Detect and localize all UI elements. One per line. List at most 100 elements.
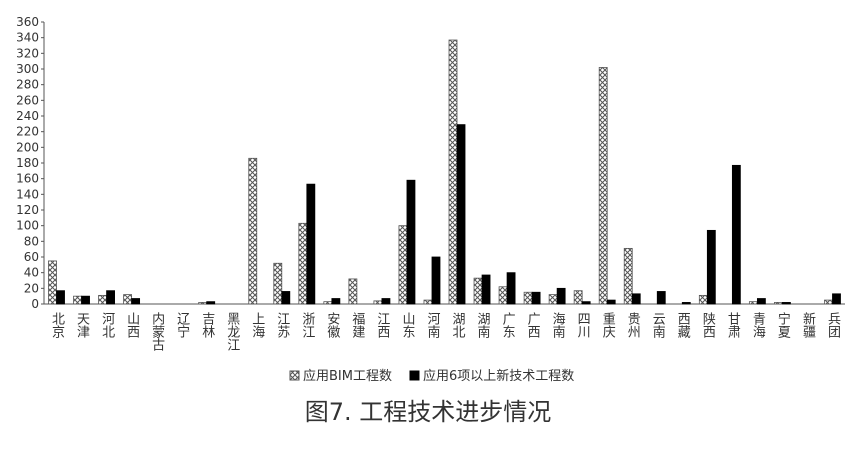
bar xyxy=(573,290,583,305)
bar xyxy=(348,278,358,305)
x-tick-label: 广西 xyxy=(525,312,541,338)
bar xyxy=(81,295,90,305)
bar xyxy=(756,298,766,305)
bar xyxy=(706,229,716,305)
bar xyxy=(598,67,608,305)
x-tick-label: 安徽 xyxy=(324,312,340,338)
bar xyxy=(306,183,316,305)
bar xyxy=(556,287,566,305)
x-tick-label: 江西 xyxy=(374,312,390,338)
legend-label: 应用BIM工程数 xyxy=(303,368,392,384)
bar xyxy=(782,302,791,305)
x-tick-label: 湖南 xyxy=(475,312,491,338)
x-tick-label: 福建 xyxy=(349,312,365,339)
x-tick-label: 湖北 xyxy=(450,312,466,339)
y-tick-label: 220 xyxy=(16,125,39,139)
bar xyxy=(281,291,291,305)
bar xyxy=(698,294,708,305)
bar xyxy=(198,302,208,305)
x-tick-label: 重庆 xyxy=(600,311,616,338)
y-tick-label: 280 xyxy=(16,78,39,92)
chart-title: 图7. 工程技术进步情况 xyxy=(305,398,552,426)
bar xyxy=(381,298,391,305)
x-tick-label: 浙江 xyxy=(299,312,315,338)
y-tick-label: 0 xyxy=(31,297,39,311)
y-tick-label: 20 xyxy=(24,281,39,295)
y-tick-label: 200 xyxy=(16,140,39,154)
x-tick-label: 吉林 xyxy=(199,312,215,338)
x-tick-label: 陕西 xyxy=(700,312,716,338)
x-tick-label: 河北 xyxy=(99,312,115,339)
x-tick-label: 青海 xyxy=(750,312,766,338)
bar xyxy=(423,299,433,305)
bar xyxy=(448,39,458,305)
bar xyxy=(506,272,516,305)
legend-swatch xyxy=(409,370,420,381)
bar xyxy=(248,157,258,305)
bar xyxy=(406,179,416,305)
bar xyxy=(131,298,141,305)
y-tick-label: 360 xyxy=(16,15,39,29)
bar xyxy=(498,286,508,305)
x-tick-label: 海南 xyxy=(550,312,566,338)
y-tick-label: 160 xyxy=(16,172,39,186)
y-tick-label: 340 xyxy=(16,31,39,45)
y-tick-label: 320 xyxy=(16,46,39,60)
bar xyxy=(531,291,541,305)
bar xyxy=(623,247,633,305)
bar xyxy=(481,274,491,305)
y-tick-label: 60 xyxy=(24,250,39,264)
y-tick-label: 120 xyxy=(16,203,39,217)
bar xyxy=(774,302,783,305)
y-tick-label: 100 xyxy=(16,219,39,233)
legend-label: 应用6项以上新技术工程数 xyxy=(423,368,574,384)
bar xyxy=(373,300,383,305)
x-tick-label: 河南 xyxy=(424,312,440,338)
bar xyxy=(106,290,115,305)
bar xyxy=(398,225,408,305)
bar xyxy=(431,256,441,305)
bar xyxy=(273,262,283,305)
y-tick-label: 40 xyxy=(24,266,39,280)
bar xyxy=(606,299,616,305)
bar xyxy=(656,291,666,305)
x-tick-label: 辽宁 xyxy=(174,312,190,338)
bar xyxy=(581,301,591,305)
x-tick-label: 贵州 xyxy=(625,312,641,338)
bar xyxy=(323,301,333,305)
bar xyxy=(681,302,691,305)
bar xyxy=(824,299,833,305)
y-tick-label: 140 xyxy=(16,187,39,201)
bar xyxy=(73,295,82,305)
y-tick-label: 300 xyxy=(16,62,39,76)
bar xyxy=(56,290,65,305)
x-tick-label: 宁夏 xyxy=(775,311,791,338)
bar xyxy=(473,277,483,305)
x-tick-label: 上海 xyxy=(249,312,265,338)
x-tick-label: 云南 xyxy=(650,312,666,338)
x-tick-label: 山西 xyxy=(124,312,140,338)
x-tick-label: 兵团 xyxy=(825,312,841,338)
y-tick-label: 180 xyxy=(16,156,39,170)
bar xyxy=(123,294,133,305)
x-tick-label: 内蒙古 xyxy=(149,311,165,351)
bar xyxy=(523,291,533,305)
legend-swatch xyxy=(289,370,300,381)
bar xyxy=(206,301,216,305)
bar xyxy=(98,294,107,305)
bar xyxy=(548,294,558,305)
bar xyxy=(48,260,57,305)
x-tick-label: 广东 xyxy=(500,312,516,338)
bar xyxy=(731,164,741,305)
x-tick-label: 天津 xyxy=(74,312,90,338)
bar xyxy=(832,293,841,305)
x-tick-label: 四川 xyxy=(575,312,591,338)
x-tick-label: 甘肃 xyxy=(725,312,741,338)
y-tick-label: 240 xyxy=(16,109,39,123)
x-tick-label: 新疆 xyxy=(800,311,816,338)
x-tick-label: 西藏 xyxy=(675,312,691,338)
bar xyxy=(456,124,466,305)
bar xyxy=(298,222,308,305)
bar xyxy=(631,293,641,305)
